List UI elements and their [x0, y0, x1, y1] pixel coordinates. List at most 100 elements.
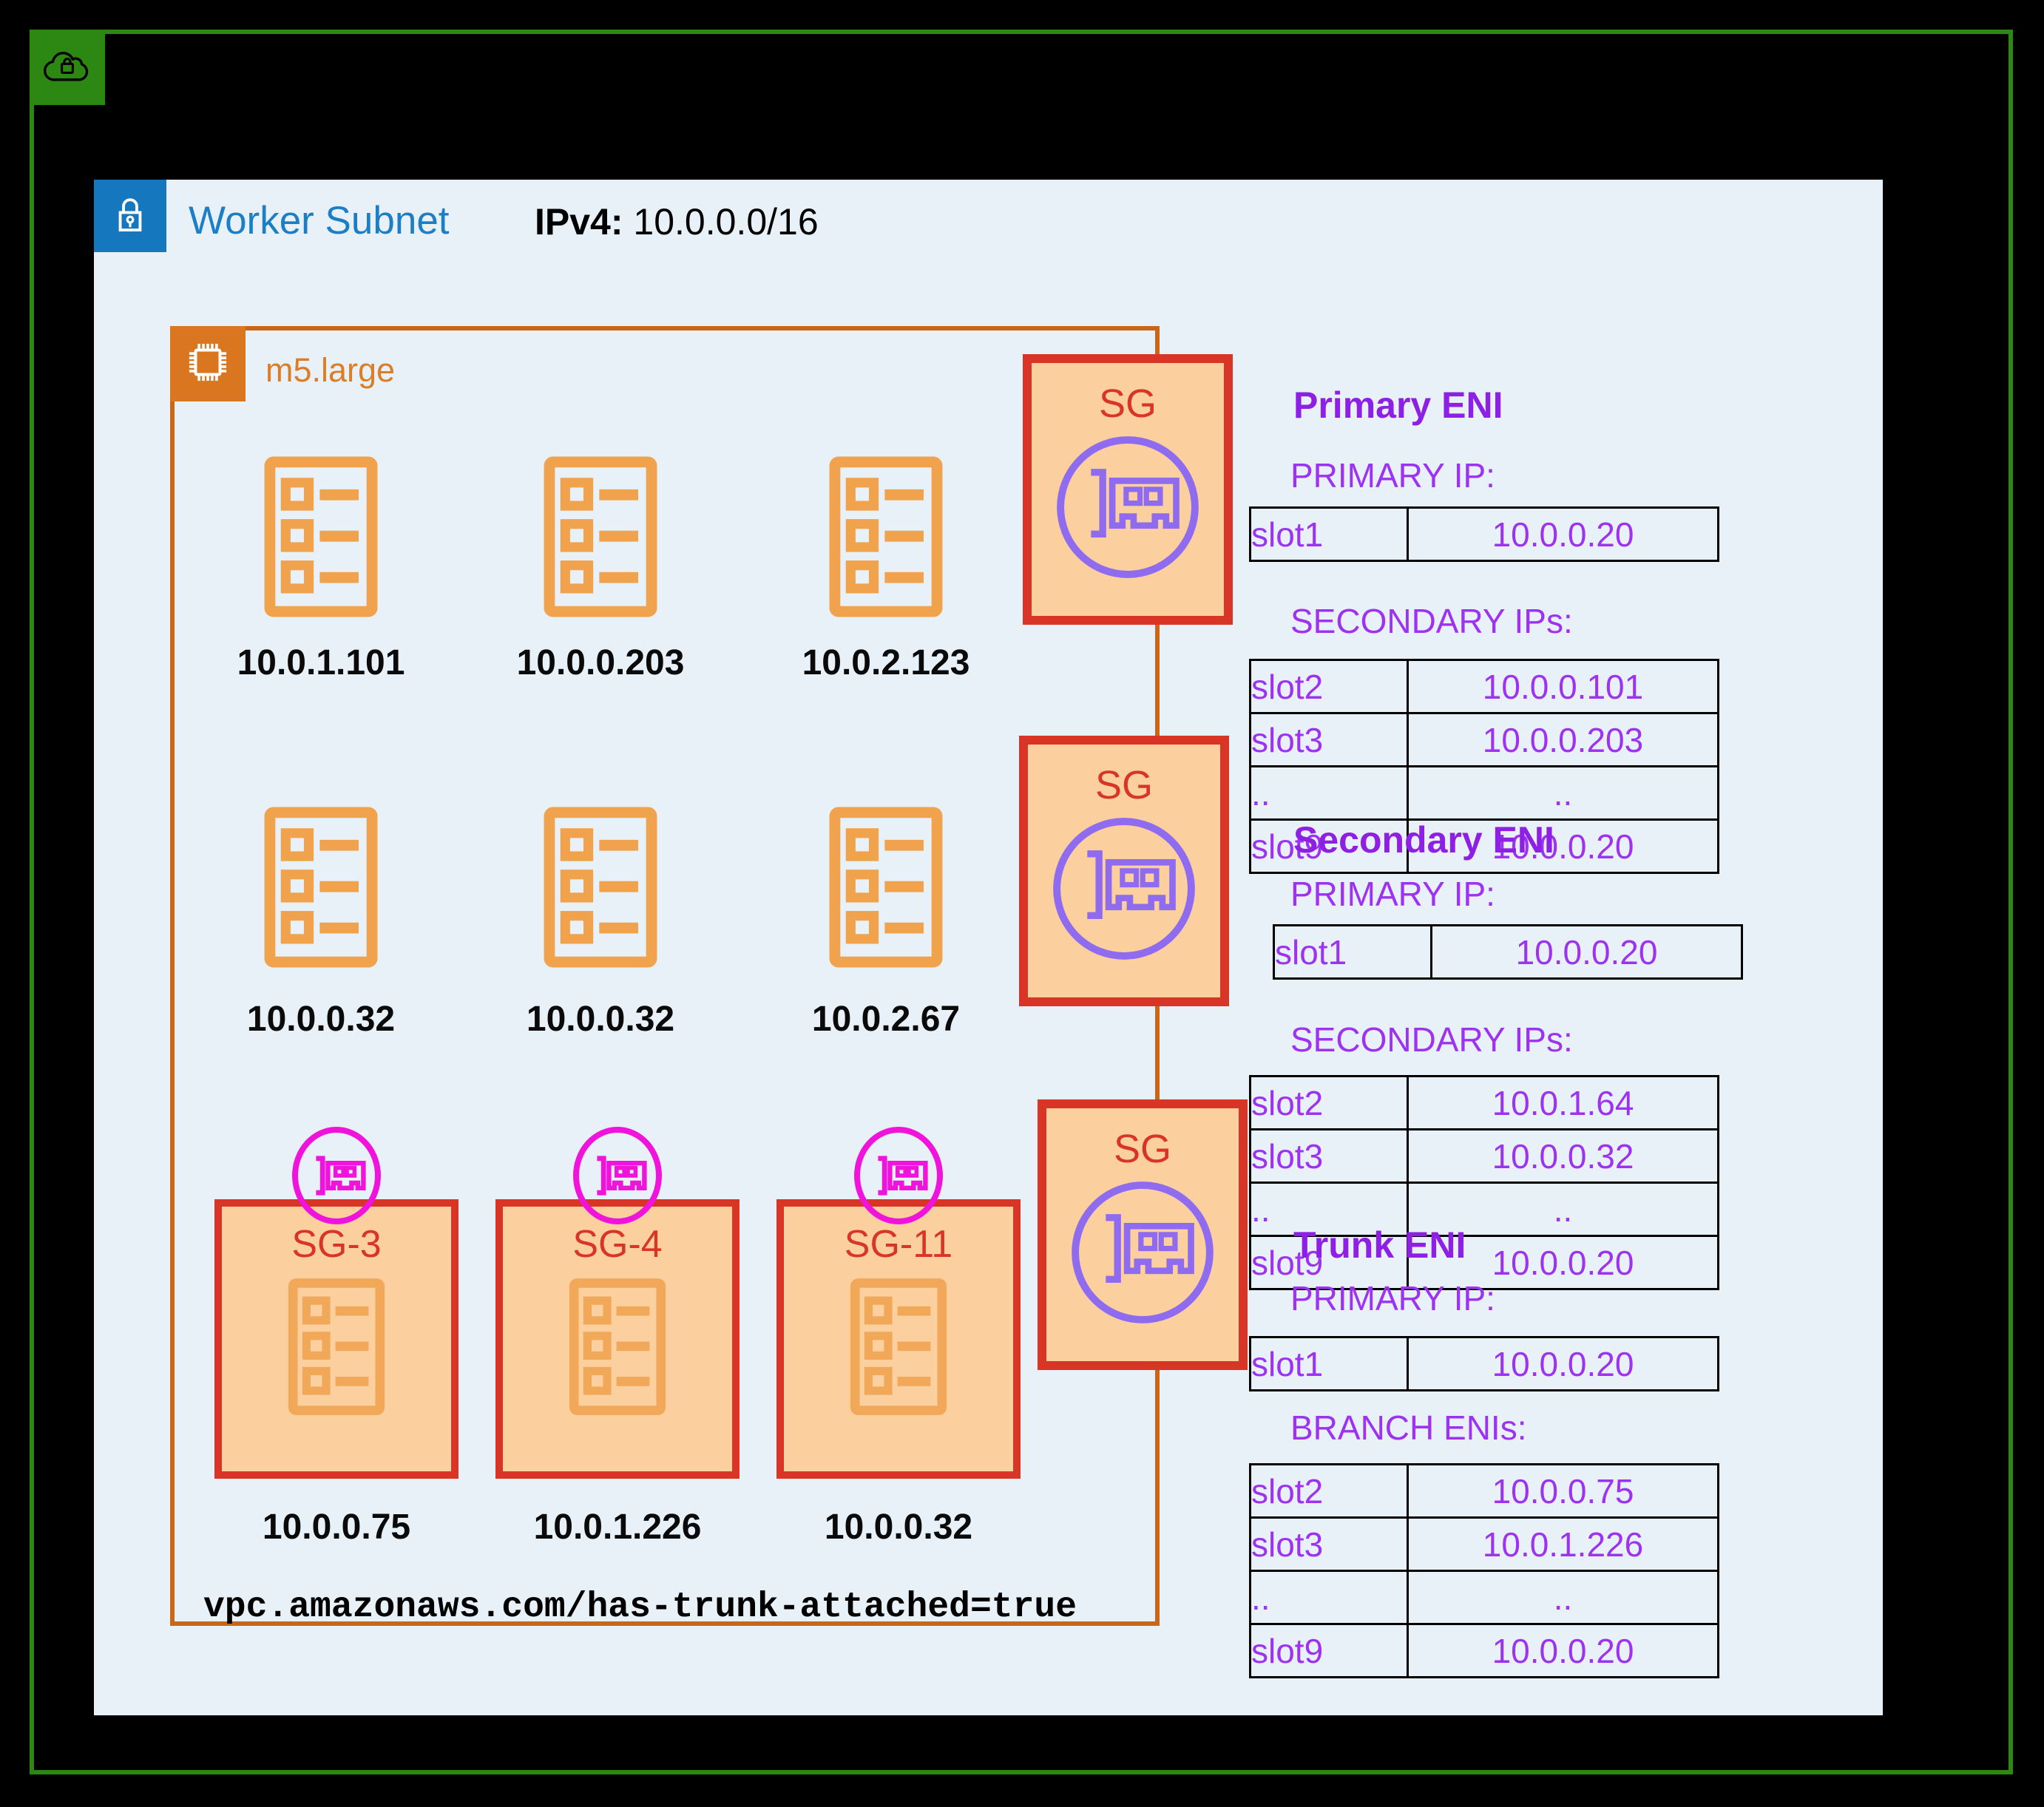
instance-type-label: m5.large	[265, 351, 396, 389]
eni-table-row: ....	[1249, 1182, 1719, 1237]
eni-ip-cell: ..	[1407, 765, 1719, 821]
eni-table: slot1 10.0.0.20	[1249, 506, 1719, 562]
eni-slot-cell: slot9	[1249, 1235, 1409, 1290]
eni-slot-cell: slot1	[1249, 506, 1409, 562]
eni-slot-cell: slot2	[1249, 659, 1409, 714]
eni-ip-cell: 10.0.1.226	[1407, 1516, 1719, 1572]
pod-ip-label: 10.0.0.32	[526, 1000, 675, 1039]
eni-ip-cell: 10.0.0.203	[1407, 712, 1719, 767]
pod-ip-label: 10.0.2.123	[802, 643, 970, 682]
chip-icon	[183, 338, 232, 390]
eni-table-row: slot2 10.0.0.75	[1249, 1463, 1719, 1519]
eni-slot-cell: ..	[1249, 765, 1409, 821]
branch-sg-label: SG-4	[572, 1223, 663, 1266]
eni-table-row: slot1 10.0.0.20	[1249, 1336, 1719, 1391]
eni-table-row: slot3 10.0.0.203	[1249, 712, 1719, 767]
branch-sg-label: SG-3	[291, 1223, 382, 1266]
sg-label: SG	[1094, 763, 1154, 807]
subnet-title: Worker Subnet	[189, 199, 450, 243]
branch-eni-icon	[572, 1127, 663, 1224]
eni-table: slot1 10.0.0.20	[1273, 924, 1743, 980]
eni-slot-cell: slot3	[1249, 1516, 1409, 1572]
pod-list-icon	[285, 1264, 388, 1430]
eni-section-title: Primary ENI	[1293, 384, 1503, 426]
eni-table-row: ....	[1249, 1570, 1719, 1625]
eni-table-row: ....	[1249, 765, 1719, 821]
sg-box: SG	[1023, 354, 1233, 625]
branch-sg-box	[776, 1199, 1021, 1479]
pod-list-icon	[538, 455, 663, 619]
eni-ip-cell: 10.0.0.20	[1430, 924, 1743, 980]
pod-list-icon	[824, 455, 948, 619]
eni-slot-cell: slot2	[1249, 1463, 1409, 1519]
eni-ip-cell: 10.0.0.20	[1407, 506, 1719, 562]
eni-slot-cell: slot2	[1249, 1075, 1409, 1130]
eni-table-row: slot9 10.0.0.20	[1249, 1623, 1719, 1678]
pod-ip-label: 10.0.0.203	[516, 643, 685, 682]
eni-ip-cell: 10.0.0.20	[1407, 1235, 1719, 1290]
eni-table: slot2 10.0.0.75 slot3 10.0.1.226.... slot9 10…	[1249, 1463, 1719, 1678]
subnet-badge	[94, 180, 166, 252]
eni-table: slot2 10.0.0.75 slot3 10.0.1.226.... slot9 10…	[1249, 1463, 1719, 1678]
eni-group-heading: PRIMARY IP:	[1290, 875, 1495, 913]
eni-icon	[1069, 1179, 1216, 1326]
cidr-label: IPv4:	[535, 201, 623, 243]
eni-slot-cell: ..	[1249, 1570, 1409, 1625]
eni-ip-cell: ..	[1407, 1182, 1719, 1237]
eni-group-heading: SECONDARY IPs:	[1290, 1020, 1573, 1059]
eni-slot-cell: slot9	[1249, 1623, 1409, 1678]
eni-ip-cell: 10.0.0.101	[1407, 659, 1719, 714]
eni-group-heading: PRIMARY IP:	[1290, 1279, 1495, 1318]
eni-group-heading: PRIMARY IP:	[1290, 456, 1495, 495]
eni-table-row: slot2 10.0.1.64	[1249, 1075, 1719, 1130]
branch-ip-label: 10.0.1.226	[533, 1508, 702, 1547]
instance-annotation: vpc.amazonaws.com/has-trunk-attached=tru…	[203, 1587, 1077, 1627]
eni-ip-cell: 10.0.0.32	[1407, 1128, 1719, 1184]
subnet-cidr: IPv4: 10.0.0.0/16	[535, 200, 819, 243]
sg-label: SG	[1098, 382, 1157, 426]
vpc-boundary	[30, 30, 2013, 1774]
eni-ip-cell: 10.0.0.20	[1407, 1623, 1719, 1678]
pod-ip-label: 10.0.1.101	[237, 643, 405, 682]
branch-sg-label: SG-11	[844, 1223, 953, 1266]
eni-slot-cell: slot3	[1249, 1128, 1409, 1184]
eni-table-row: slot1 10.0.0.20	[1249, 506, 1719, 562]
pod-list-icon	[847, 1264, 950, 1430]
vpc-badge	[30, 30, 105, 105]
branch-sg-box	[214, 1199, 458, 1479]
eni-table-row: slot3 10.0.0.32	[1249, 1128, 1719, 1184]
eni-group-heading: BRANCH ENIs:	[1290, 1408, 1527, 1447]
branch-eni-icon	[853, 1127, 944, 1224]
eni-table: slot1 10.0.0.20	[1249, 1336, 1719, 1391]
eni-icon	[1051, 816, 1197, 962]
cloud-lock-icon	[40, 43, 95, 92]
pod-list-icon	[824, 805, 948, 969]
eni-slot-cell: slot1	[1249, 1336, 1409, 1391]
eni-table: slot2 10.0.1.64 slot3 10.0.0.32.... slot9 10.…	[1249, 1075, 1719, 1290]
eni-slot-cell: slot3	[1249, 712, 1409, 767]
eni-slot-cell: slot1	[1273, 924, 1432, 980]
eni-table-row: slot9 10.0.0.20	[1249, 1235, 1719, 1290]
sg-label: SG	[1113, 1127, 1172, 1171]
eni-table: slot1 10.0.0.20	[1249, 1336, 1719, 1391]
eni-ip-cell: 10.0.0.20	[1407, 818, 1719, 874]
branch-eni-icon	[291, 1127, 382, 1224]
pod-list-icon	[566, 1264, 669, 1430]
eni-ip-cell: ..	[1407, 1570, 1719, 1625]
eni-table: slot1 10.0.0.20	[1273, 924, 1743, 980]
eni-section-title: Secondary ENI	[1293, 819, 1554, 861]
eni-ip-cell: 10.0.1.64	[1407, 1075, 1719, 1130]
branch-sg-box	[495, 1199, 740, 1479]
eni-ip-cell: 10.0.0.75	[1407, 1463, 1719, 1519]
branch-ip-label: 10.0.0.75	[262, 1508, 411, 1547]
eni-table-row: slot2 10.0.0.101	[1249, 659, 1719, 714]
eni-icon	[1055, 434, 1201, 580]
lock-icon	[106, 191, 154, 242]
branch-ip-label: 10.0.0.32	[824, 1508, 973, 1547]
worker-subnet-panel: Worker Subnet IPv4: 10.0.0.0/16 m5.large…	[94, 180, 1883, 1715]
eni-slot-cell: slot9	[1249, 818, 1409, 874]
instance-badge	[170, 326, 246, 401]
eni-table: slot1 10.0.0.20	[1249, 506, 1719, 562]
eni-table: slot2 10.0.0.101 slot3 10.0.0.203.... slot9 1…	[1249, 659, 1719, 874]
eni-ip-cell: 10.0.0.20	[1407, 1336, 1719, 1391]
